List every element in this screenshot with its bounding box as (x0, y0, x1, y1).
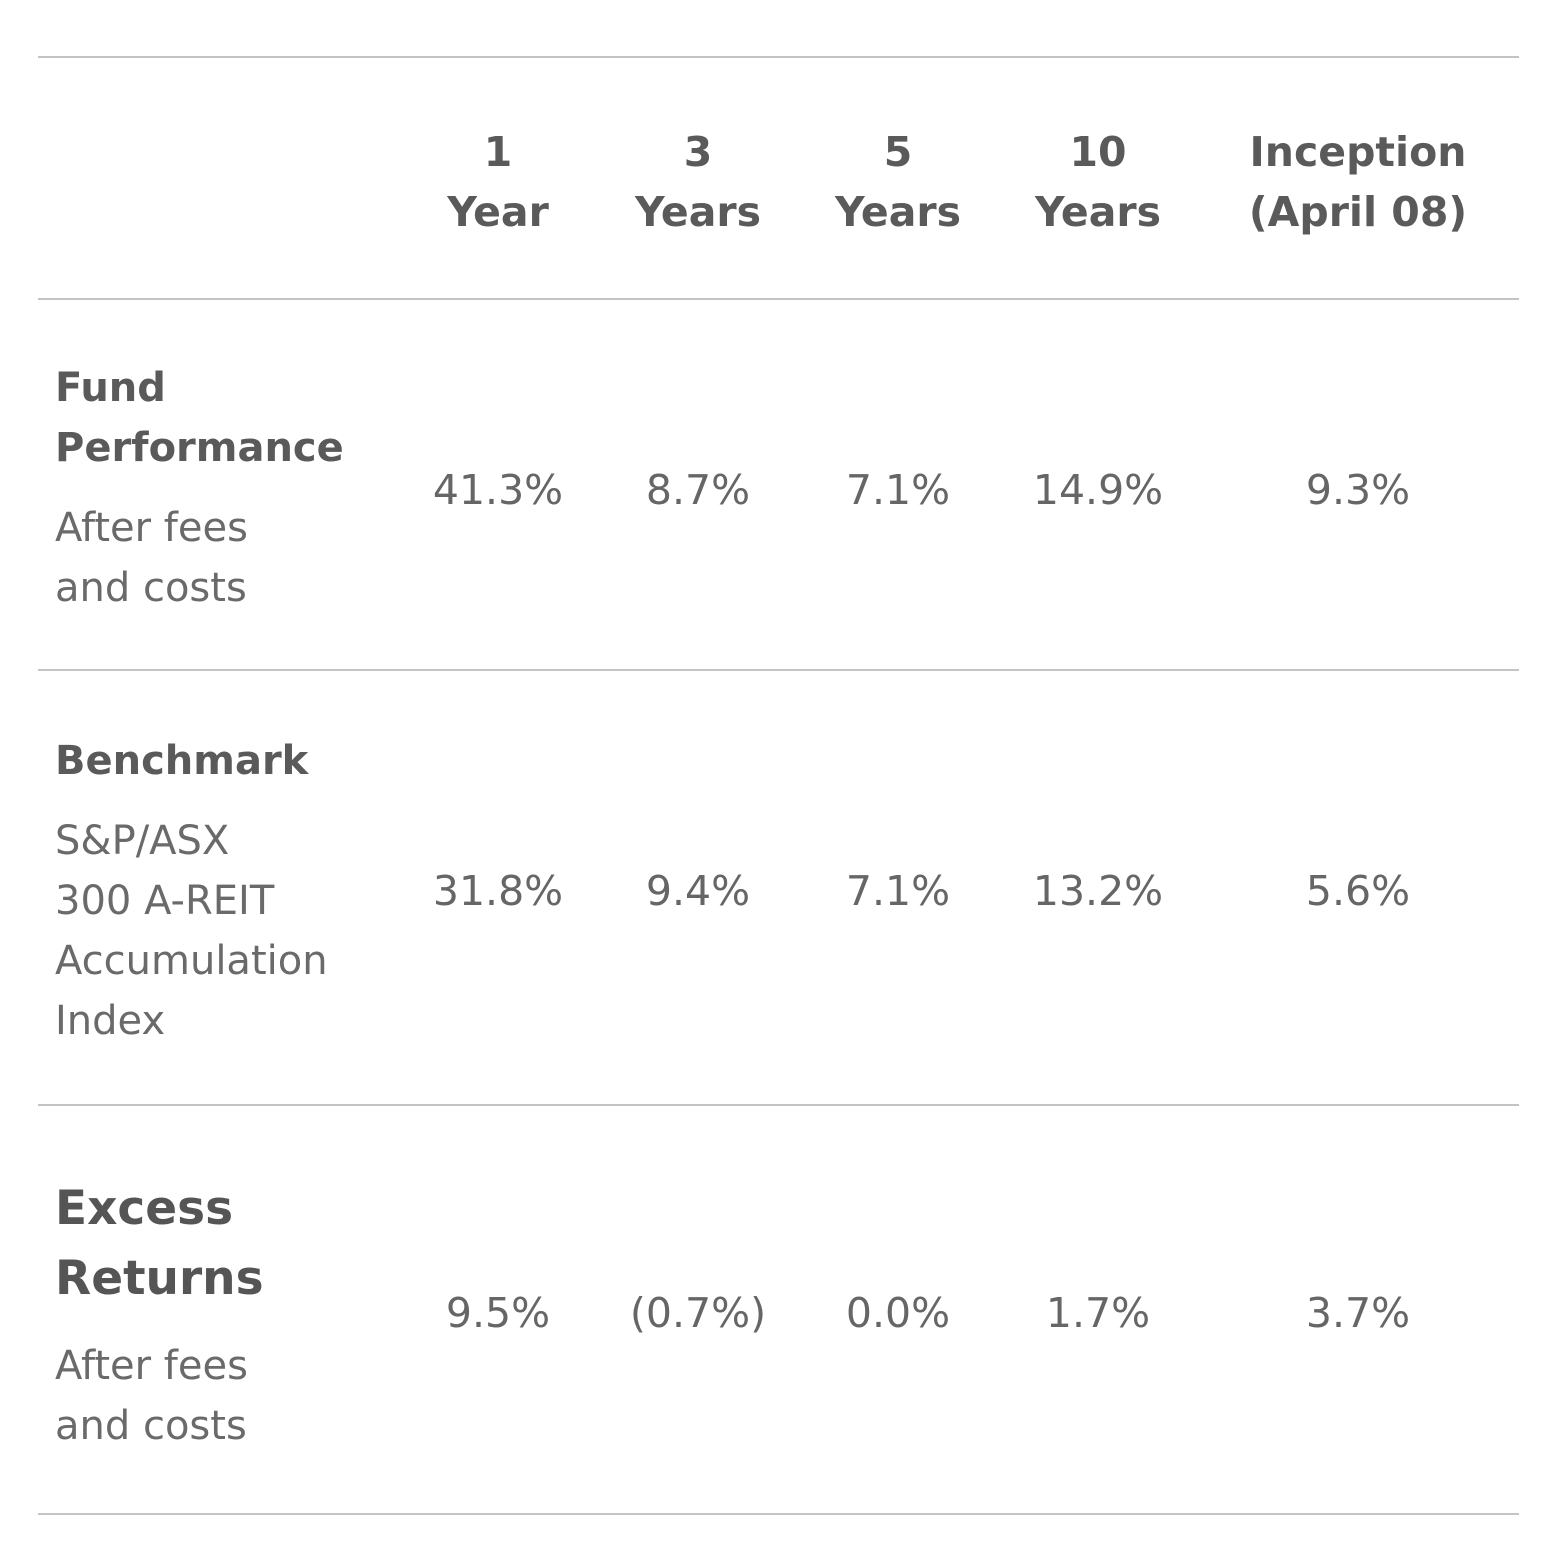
column-header-line2: Years (634, 188, 762, 236)
row-subtitle-line: After fees (55, 505, 248, 551)
cell-benchmark-1-year: 31.8% (432, 867, 564, 915)
row-title-line: Returns (55, 1251, 264, 1306)
column-header-line1: Inception (1249, 128, 1467, 176)
column-header-line2: Years (1034, 188, 1162, 236)
column-header-line2: (April 08) (1248, 188, 1468, 236)
row-title-line: Fund (55, 365, 166, 411)
cell-excess-inception: 3.7% (1305, 1289, 1411, 1337)
row-title-line: Excess (55, 1181, 234, 1236)
row-title: Benchmark (55, 731, 395, 791)
row-title-line: Performance (55, 425, 344, 471)
cell-benchmark-5-years: 7.1% (845, 867, 951, 915)
cell-fund-3-years: 8.7% (645, 466, 751, 514)
row-divider (38, 669, 1519, 671)
row-subtitle: S&P/ASX 300 A-REIT Accumulation Index (55, 811, 395, 1051)
table-bottom-rule (38, 1513, 1519, 1515)
row-subtitle: After fees and costs (55, 498, 395, 618)
cell-excess-1-year: 9.5% (445, 1289, 551, 1337)
row-subtitle-line: Accumulation (55, 938, 328, 984)
row-subtitle-line: Index (55, 998, 166, 1044)
cell-fund-1-year: 41.3% (432, 466, 564, 514)
row-subtitle-line: and costs (55, 1403, 247, 1449)
column-header-10-years: 10 Years (1018, 122, 1178, 242)
column-header-5-years: 5 Years (818, 122, 978, 242)
cell-benchmark-3-years: 9.4% (645, 867, 751, 915)
row-subtitle: After fees and costs (55, 1336, 395, 1456)
row-divider (38, 1104, 1519, 1106)
cell-fund-inception: 9.3% (1305, 466, 1411, 514)
row-subtitle-line: 300 A-REIT (55, 878, 275, 924)
cell-fund-5-years: 7.1% (845, 466, 951, 514)
row-title: Excess Returns (55, 1174, 395, 1314)
row-label-benchmark: Benchmark S&P/ASX 300 A-REIT Accumulatio… (55, 731, 395, 1051)
column-header-line2: Years (834, 188, 962, 236)
column-header-line1: 1 (483, 128, 513, 176)
table-top-rule (38, 56, 1519, 58)
row-title-line: Benchmark (55, 738, 309, 784)
row-subtitle-line: S&P/ASX (55, 818, 230, 864)
cell-excess-3-years: (0.7%) (629, 1289, 767, 1337)
cell-fund-10-years: 14.9% (1032, 466, 1164, 514)
header-bottom-rule (38, 298, 1519, 300)
row-subtitle-line: After fees (55, 1343, 248, 1389)
column-header-line1: 3 (683, 128, 713, 176)
cell-excess-10-years: 1.7% (1045, 1289, 1151, 1337)
row-subtitle-line: and costs (55, 565, 247, 611)
cell-benchmark-inception: 5.6% (1305, 867, 1411, 915)
column-header-line1: 5 (883, 128, 913, 176)
row-title: Fund Performance (55, 358, 395, 478)
cell-benchmark-10-years: 13.2% (1032, 867, 1164, 915)
column-header-line2: Year (447, 188, 549, 236)
cell-excess-5-years: 0.0% (845, 1289, 951, 1337)
column-header-3-years: 3 Years (618, 122, 778, 242)
row-label-fund-performance: Fund Performance After fees and costs (55, 358, 395, 618)
column-header-1-year: 1 Year (418, 122, 578, 242)
column-header-inception: Inception (April 08) (1238, 122, 1478, 242)
column-header-line1: 10 (1069, 128, 1127, 176)
row-label-excess-returns: Excess Returns After fees and costs (55, 1174, 395, 1456)
